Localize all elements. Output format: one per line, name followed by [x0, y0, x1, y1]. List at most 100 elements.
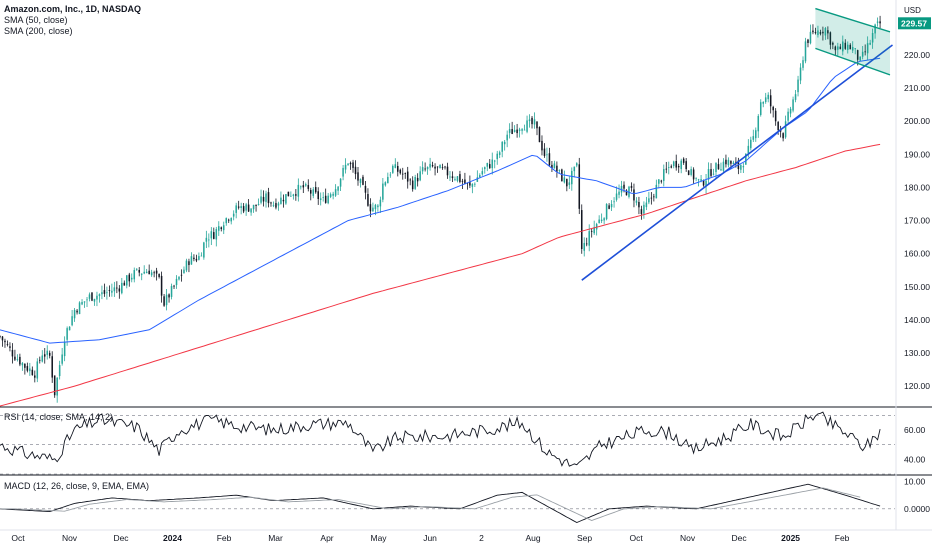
price-pane[interactable]	[0, 7, 893, 407]
candle-body[interactable]	[287, 191, 290, 197]
candle-body[interactable]	[98, 294, 101, 297]
candle-body[interactable]	[185, 260, 188, 271]
candle-body[interactable]	[707, 169, 710, 180]
candle-body[interactable]	[262, 196, 265, 202]
candle-body[interactable]	[203, 242, 205, 258]
candle-body[interactable]	[265, 193, 267, 202]
candle-body[interactable]	[717, 164, 720, 170]
candle-body[interactable]	[874, 24, 876, 34]
candle-body[interactable]	[672, 161, 675, 167]
candle-body[interactable]	[46, 350, 49, 355]
candle-body[interactable]	[424, 168, 426, 170]
candle-body[interactable]	[295, 194, 297, 196]
candle-body[interactable]	[255, 204, 257, 206]
candle-body[interactable]	[456, 176, 459, 181]
channel-upper-line[interactable]	[815, 7, 891, 33]
candle-body[interactable]	[789, 108, 792, 114]
candle-body[interactable]	[618, 191, 620, 195]
candle-body[interactable]	[658, 179, 660, 184]
candle-body[interactable]	[486, 162, 489, 167]
candle-body[interactable]	[538, 127, 541, 143]
candle-body[interactable]	[439, 165, 441, 169]
candle-body[interactable]	[700, 179, 702, 181]
candle-body[interactable]	[309, 190, 312, 194]
candle-body[interactable]	[208, 239, 210, 241]
candle-body[interactable]	[175, 278, 178, 286]
candle-body[interactable]	[158, 273, 160, 277]
candle-body[interactable]	[252, 204, 255, 210]
candle-body[interactable]	[414, 176, 416, 189]
candle-body[interactable]	[135, 268, 138, 270]
candle-body[interactable]	[160, 275, 163, 296]
candle-body[interactable]	[508, 129, 511, 133]
candle-body[interactable]	[677, 165, 680, 168]
candle-body[interactable]	[307, 185, 310, 189]
candle-body[interactable]	[138, 269, 140, 273]
candle-body[interactable]	[91, 292, 93, 301]
candle-body[interactable]	[513, 129, 516, 133]
candle-body[interactable]	[195, 258, 198, 261]
candle-body[interactable]	[797, 79, 799, 93]
candle-body[interactable]	[344, 164, 347, 170]
candle-body[interactable]	[399, 169, 402, 174]
candle-body[interactable]	[24, 363, 26, 368]
candle-body[interactable]	[290, 195, 292, 197]
candle-body[interactable]	[563, 177, 566, 183]
candle-body[interactable]	[377, 205, 379, 208]
candle-body[interactable]	[623, 184, 625, 189]
candle-body[interactable]	[382, 183, 384, 200]
candle-body[interactable]	[750, 139, 752, 149]
candle-body[interactable]	[712, 173, 715, 175]
candle-body[interactable]	[449, 176, 451, 178]
candle-body[interactable]	[367, 194, 369, 206]
candle-body[interactable]	[230, 218, 232, 222]
indicator-sma50-label[interactable]: SMA (50, close)	[4, 15, 68, 25]
candle-body[interactable]	[339, 178, 342, 187]
candle-body[interactable]	[755, 130, 757, 139]
candle-body[interactable]	[250, 208, 252, 213]
candle-body[interactable]	[680, 160, 682, 170]
candle-body[interactable]	[613, 201, 615, 203]
candle-body[interactable]	[583, 242, 586, 251]
candle-body[interactable]	[491, 159, 494, 169]
candle-body[interactable]	[218, 226, 220, 231]
candle-body[interactable]	[349, 162, 352, 165]
candle-body[interactable]	[767, 94, 769, 100]
candle-body[interactable]	[807, 39, 809, 43]
candle-body[interactable]	[608, 205, 610, 209]
candle-body[interactable]	[34, 375, 36, 378]
candle-body[interactable]	[257, 204, 260, 205]
candle-body[interactable]	[553, 163, 556, 169]
candle-body[interactable]	[389, 174, 392, 176]
candle-body[interactable]	[81, 302, 83, 305]
candle-body[interactable]	[653, 196, 655, 198]
candle-body[interactable]	[809, 31, 812, 44]
candle-body[interactable]	[851, 46, 854, 51]
candle-body[interactable]	[193, 257, 195, 260]
candle-body[interactable]	[531, 117, 533, 125]
candle-body[interactable]	[369, 204, 372, 212]
candle-body[interactable]	[362, 176, 364, 185]
candle-body[interactable]	[787, 111, 789, 121]
candle-body[interactable]	[225, 218, 228, 224]
candle-body[interactable]	[11, 349, 14, 357]
candle-body[interactable]	[558, 169, 561, 171]
candle-body[interactable]	[235, 205, 237, 213]
channel-fill[interactable]	[815, 8, 890, 75]
candle-body[interactable]	[742, 166, 745, 168]
candle-body[interactable]	[687, 170, 690, 176]
candle-body[interactable]	[804, 41, 807, 62]
candle-body[interactable]	[421, 167, 424, 172]
candle-body[interactable]	[213, 232, 215, 239]
candle-body[interactable]	[123, 282, 126, 286]
candle-body[interactable]	[782, 133, 784, 139]
rsi-label[interactable]: RSI (14, close, SMA, 14, 2)	[4, 412, 114, 422]
candle-body[interactable]	[118, 288, 121, 292]
candle-body[interactable]	[93, 298, 96, 302]
candle-body[interactable]	[153, 272, 155, 274]
candle-body[interactable]	[19, 356, 21, 365]
candle-body[interactable]	[245, 204, 247, 211]
candle-body[interactable]	[585, 243, 588, 245]
candle-body[interactable]	[364, 185, 367, 193]
candle-body[interactable]	[155, 270, 158, 274]
